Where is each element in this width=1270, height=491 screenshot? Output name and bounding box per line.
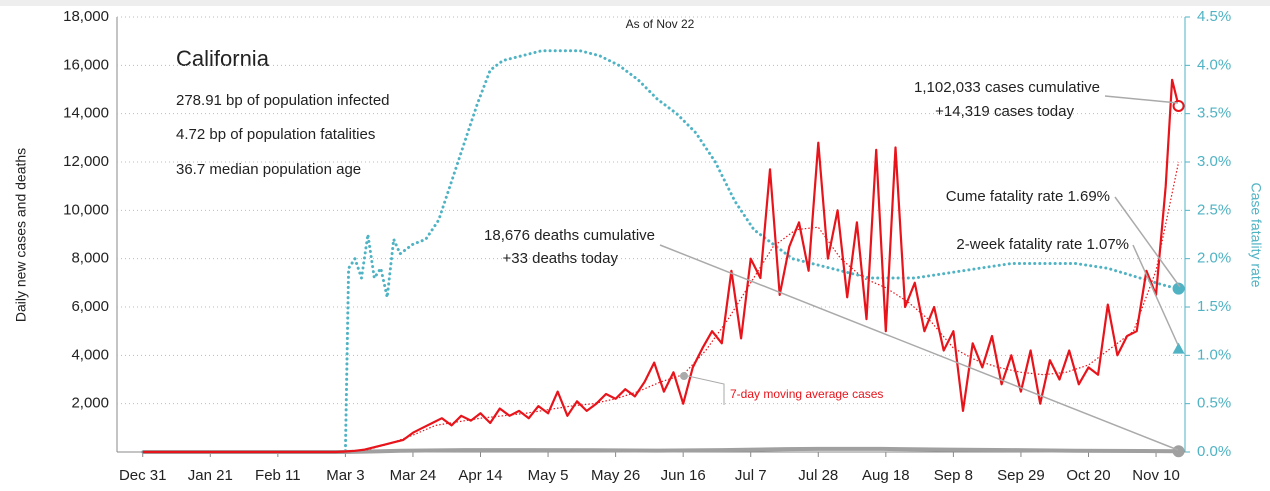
chart-title: California — [176, 46, 270, 71]
series-line — [142, 161, 1180, 453]
y2-tick-label: 2.0% — [1197, 250, 1231, 267]
leader-line — [687, 375, 725, 405]
annotation-dot — [680, 372, 688, 380]
series-line — [142, 446, 1179, 454]
stat: 278.91 bp of population infected — [176, 92, 390, 109]
x-tick-label: Sep 29 — [997, 467, 1045, 484]
y2-tick-label: 3.0% — [1197, 153, 1231, 170]
x-tick-label: Apr 14 — [458, 467, 502, 484]
top-bar — [0, 0, 1270, 6]
x-tick-label: Jan 21 — [188, 467, 233, 484]
two-week-marker — [1172, 342, 1185, 354]
x-tick-label: Mar 3 — [326, 467, 364, 484]
y-tick-label: 4,000 — [71, 346, 109, 363]
y-tick-label: 16,000 — [63, 56, 109, 73]
x-tick-label: Nov 10 — [1132, 467, 1180, 484]
y2-tick-label: 2.5% — [1197, 201, 1231, 218]
x-tick-label: Feb 11 — [255, 467, 301, 484]
x-tick-label: Dec 31 — [119, 467, 167, 484]
y2-tick-label: 1.0% — [1197, 346, 1231, 363]
stat: 4.72 bp of population fatalities — [176, 126, 375, 143]
annotation: +33 deaths today — [502, 250, 618, 267]
annotation: +14,319 cases today — [935, 103, 1074, 120]
x-tick-label: Aug 18 — [862, 467, 910, 484]
x-tick-label: May 5 — [528, 467, 569, 484]
x-tick-label: Jun 16 — [661, 467, 706, 484]
x-tick-label: Oct 20 — [1066, 467, 1110, 484]
leader-line — [1132, 244, 1179, 346]
y-tick-label: 8,000 — [71, 250, 109, 267]
end-marker — [1172, 445, 1185, 458]
end-marker — [1172, 282, 1185, 295]
annotation: 7-day moving average cases — [730, 387, 883, 401]
leader-line — [1104, 95, 1179, 104]
annotation: 1,102,033 cases cumulative — [914, 79, 1100, 96]
y-tick-label: 6,000 — [71, 298, 109, 315]
y2-tick-label: 3.5% — [1197, 105, 1231, 122]
y-axis-label: Daily new cases and deaths — [13, 148, 29, 322]
y-tick-label: 12,000 — [63, 153, 109, 170]
y2-tick-label: 0.5% — [1197, 395, 1231, 412]
y2-tick-label: 4.0% — [1197, 56, 1231, 73]
x-tick-label: Mar 24 — [390, 467, 437, 484]
y-tick-label: 10,000 — [63, 201, 109, 218]
y-tick-label: 14,000 — [63, 105, 109, 122]
series-line — [141, 49, 1181, 454]
x-tick-label: Jul 28 — [798, 467, 838, 484]
y2-tick-label: 1.5% — [1197, 298, 1231, 315]
annotation: 2-week fatality rate 1.07% — [956, 236, 1129, 253]
y2-tick-label: 4.5% — [1197, 8, 1231, 25]
x-tick-label: Sep 8 — [934, 467, 973, 484]
y2-axis-label: Case fatality rate — [1248, 182, 1264, 287]
y-tick-label: 2,000 — [71, 395, 109, 412]
x-tick-label: Jul 7 — [735, 467, 767, 484]
annotation: 18,676 deaths cumulative — [484, 227, 655, 244]
y2-tick-label: 0.0% — [1197, 443, 1231, 460]
leader-line — [1114, 196, 1181, 288]
subtitle: As of Nov 22 — [626, 17, 695, 31]
annotation: Cume fatality rate 1.69% — [946, 188, 1110, 205]
stat: 36.7 median population age — [176, 161, 361, 178]
y-tick-label: 18,000 — [63, 8, 109, 25]
leader-line — [659, 244, 1179, 451]
x-tick-label: May 26 — [591, 467, 640, 484]
